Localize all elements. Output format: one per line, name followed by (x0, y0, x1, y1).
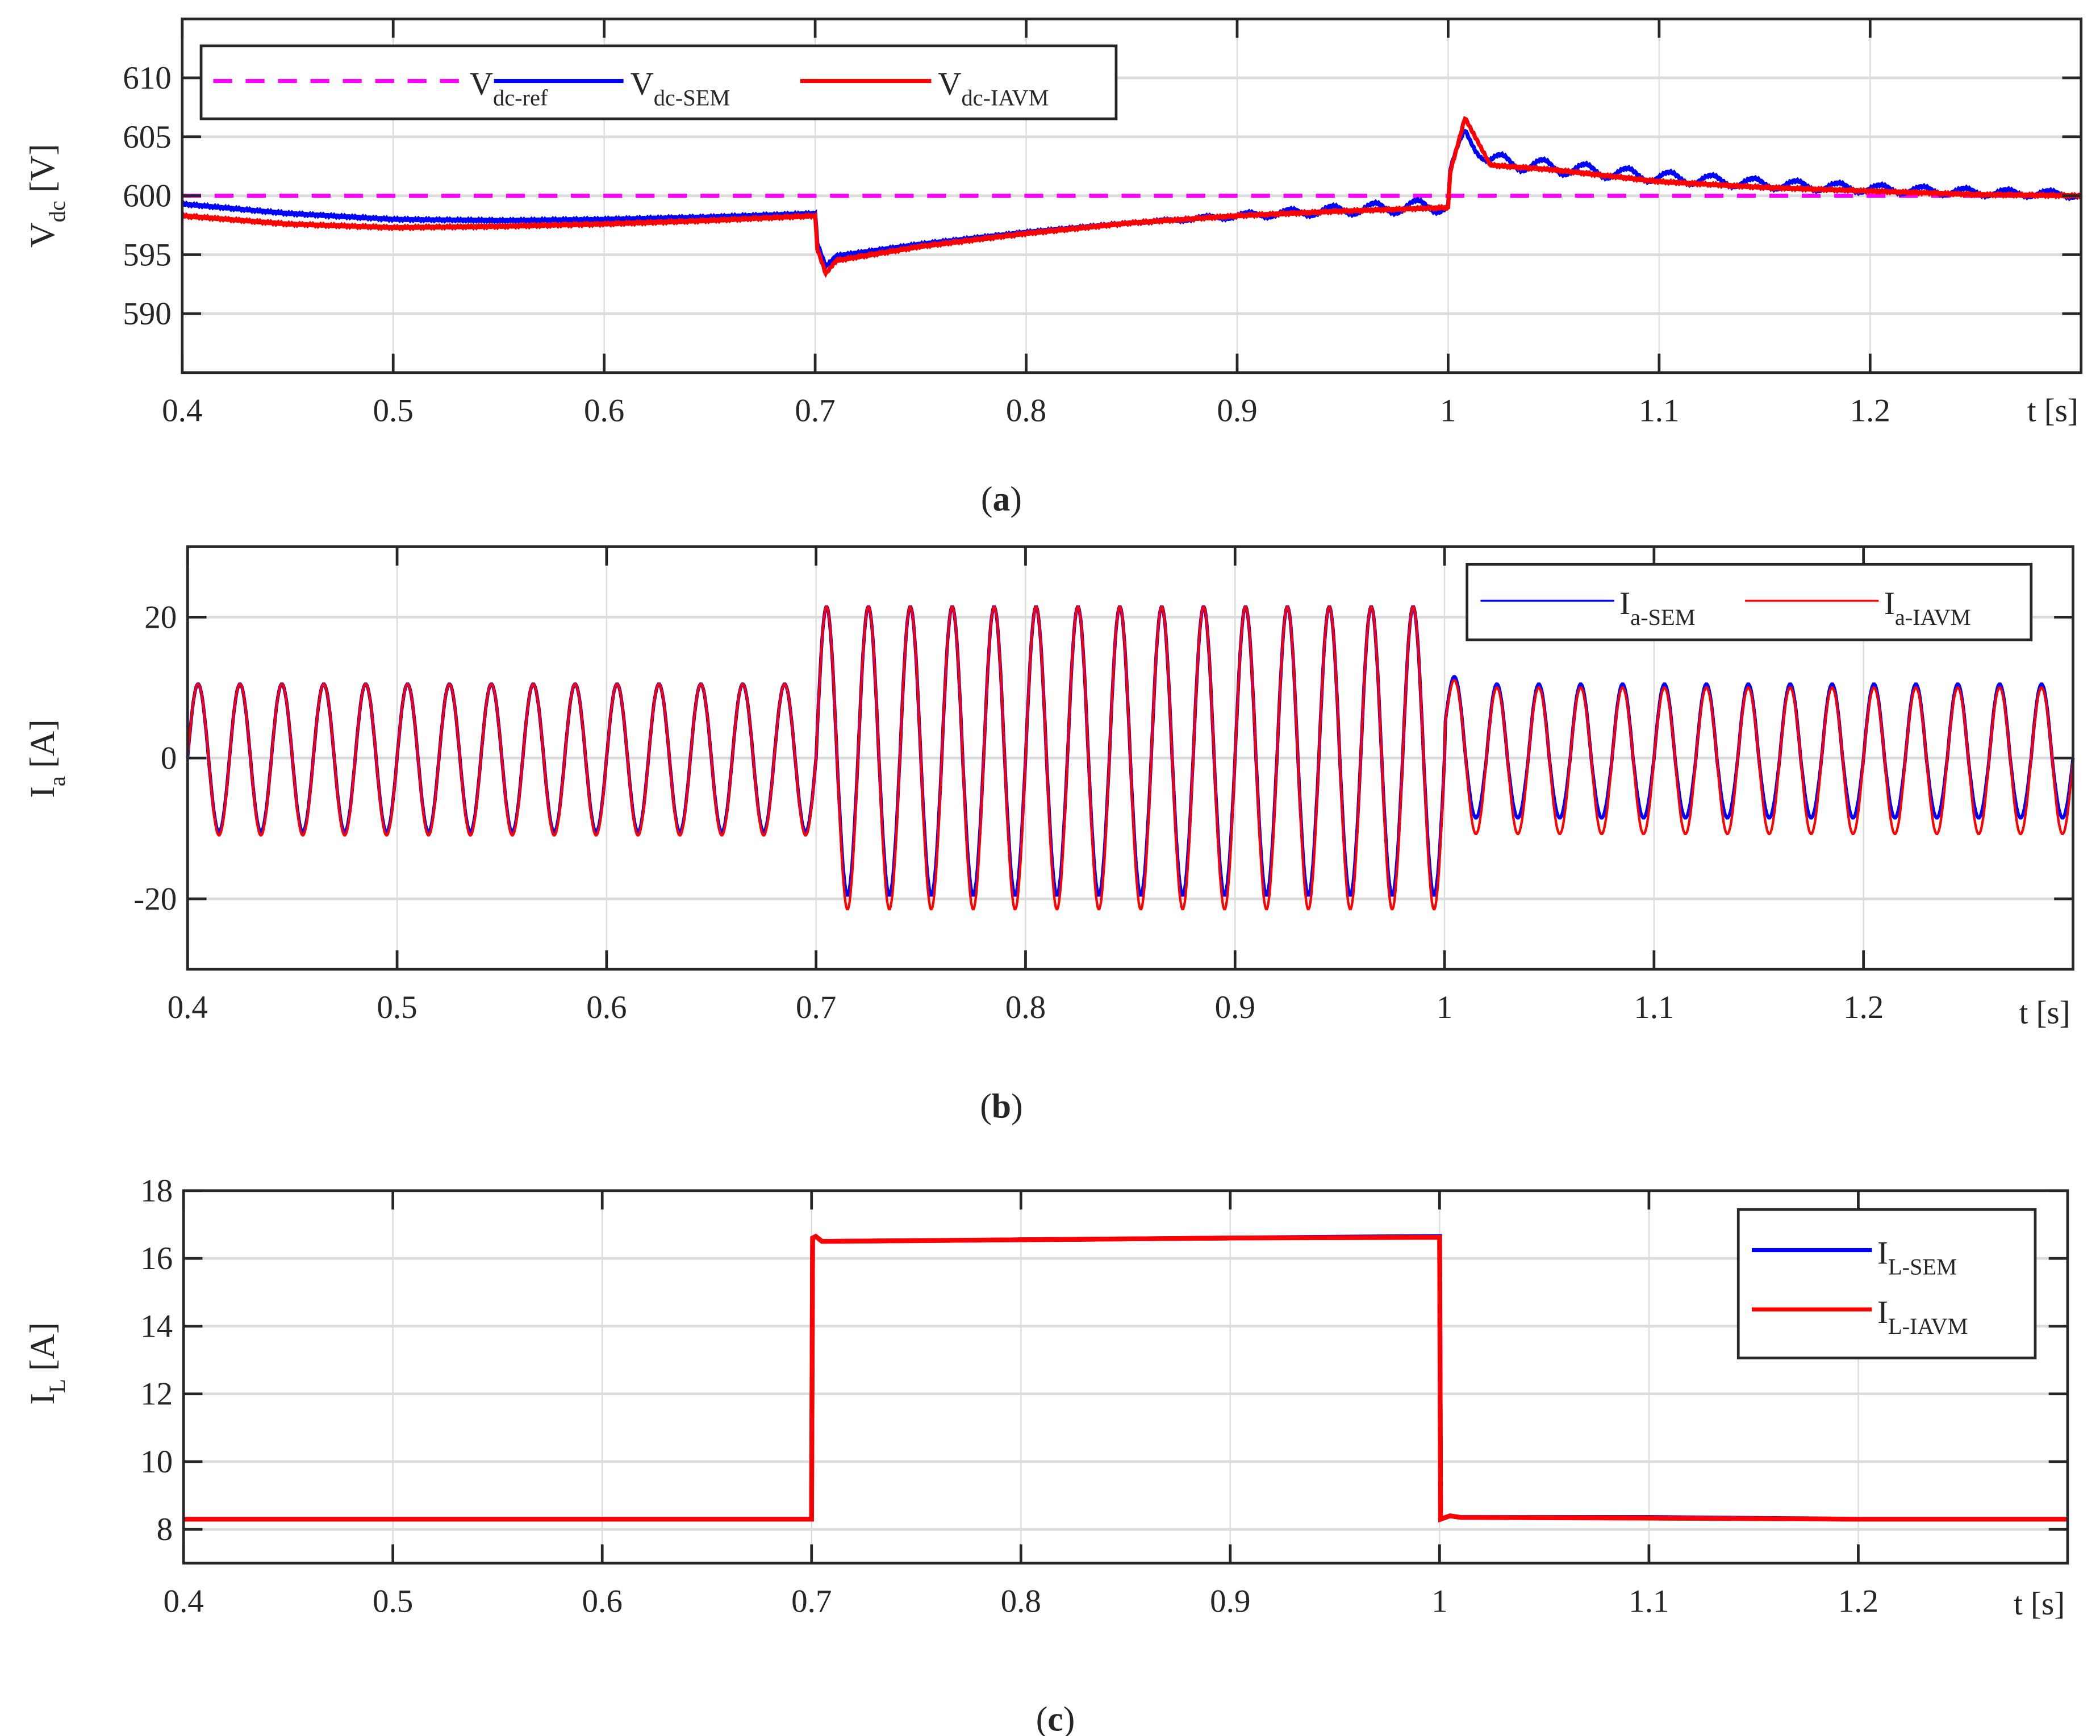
x-tick-label: 0.5 (377, 990, 417, 1025)
y-tick-label: 8 (157, 1512, 173, 1547)
y-tick-label: 590 (123, 296, 172, 332)
x-tick-label: 0.9 (1210, 1583, 1250, 1619)
panel-b-caption: (b) (980, 1087, 1023, 1126)
panel-b-ticks: 0.4 0.5 0.6 0.7 0.8 0.9 1 1.1 1.2 -20 0 20 (133, 546, 2073, 1025)
series-vdc-sem (181, 128, 2083, 271)
x-tick-label: 0.7 (796, 990, 836, 1025)
legend-box (1466, 562, 2033, 641)
y-tick-label: 12 (140, 1376, 173, 1412)
x-tick-label: 1.2 (1850, 393, 1890, 428)
y-tick-label: 18 (140, 1173, 173, 1209)
panel-a-xlabel: t [s] (2027, 393, 2078, 428)
panel-c-il: 0.4 0.5 0.6 0.7 0.8 0.9 1 1.1 1.2 8 10 12 14 16 18 IL[… (23, 1173, 2069, 1736)
legend-label-vdc-iavm: Vdc-IAVM (938, 66, 1049, 110)
x-tick-label: 0.8 (1006, 393, 1046, 428)
x-tick-label: 1 (1431, 1583, 1448, 1619)
y-tick-label: 595 (123, 237, 172, 273)
panel-c-curves (183, 1233, 2068, 1523)
y-tick-label: 610 (123, 60, 172, 96)
x-tick-label: 0.5 (373, 1583, 413, 1619)
x-tick-label: 0.6 (582, 1583, 623, 1619)
legend-label-il-iavm: IL-IAVM (1877, 1295, 1968, 1339)
x-tick-label: 0.9 (1217, 393, 1257, 428)
panel-a-ticks: 0.4 0.5 0.6 0.7 0.8 0.9 1 1.1 1.2 590 595 600 605 610 (123, 19, 2081, 428)
panel-c-legend: IL-SEM IL-IAVM (1736, 1208, 2037, 1359)
series-ia-iavm (186, 606, 2074, 911)
x-tick-label: 1.1 (1639, 393, 1679, 428)
x-tick-label: 1.1 (1629, 1583, 1669, 1619)
y-tick-label: 20 (144, 599, 177, 635)
panel-b-curves (186, 605, 2075, 911)
panel-a-caption: (a) (981, 479, 1022, 518)
y-tick-label: 14 (140, 1308, 173, 1344)
panel-c-ticks: 0.4 0.5 0.6 0.7 0.8 0.9 1 1.1 1.2 8 10 12 14 16 18 (140, 1173, 2068, 1619)
x-tick-label: 0.5 (373, 393, 414, 428)
legend-label-vdc-sem: Vdc-SEM (631, 66, 730, 110)
panel-a-ylabel: Vdc[V] (23, 144, 70, 248)
y-tick-label: 600 (123, 178, 172, 214)
x-tick-label: 0.8 (1005, 990, 1046, 1025)
x-tick-label: 1 (1437, 990, 1453, 1025)
panel-a-vdc: 0.4 0.5 0.6 0.7 0.8 0.9 1 1.1 1.2 590 595 600 605 610… (23, 17, 2083, 518)
legend-label-il-sem: IL-SEM (1877, 1235, 1957, 1279)
legend-label-ia-iavm: Ia-IAVM (1884, 586, 1971, 630)
panel-b-legend: Ia-SEM Ia-IAVM (1466, 562, 2033, 641)
panel-c-ylabel: IL[A] (23, 1322, 70, 1404)
panel-c-caption: (c) (1036, 1700, 1075, 1736)
x-tick-label: 1.2 (1843, 990, 1884, 1025)
x-tick-label: 1.2 (1838, 1583, 1878, 1619)
x-tick-label: 0.6 (586, 990, 627, 1025)
y-tick-label: -20 (133, 881, 177, 917)
y-tick-label: 605 (123, 119, 172, 155)
series-il-iavm (183, 1233, 2068, 1523)
series-vdc-iavm (181, 116, 2083, 278)
x-tick-label: 0.8 (1001, 1583, 1041, 1619)
x-tick-label: 0.9 (1215, 990, 1255, 1025)
legend-box (1736, 1208, 2037, 1359)
x-tick-label: 1 (1440, 393, 1456, 428)
x-tick-label: 0.7 (791, 1583, 832, 1619)
panel-c-grid (182, 1189, 2068, 1563)
panel-c-axes-frame (182, 1189, 2069, 1565)
panel-b-xlabel: t [s] (2019, 995, 2070, 1030)
x-tick-label: 0.4 (163, 1583, 203, 1619)
x-tick-label: 0.6 (584, 393, 624, 428)
panel-b-ia: 0.4 0.5 0.6 0.7 0.8 0.9 1 1.1 1.2 -20 0 20 Ia[A] t … (23, 545, 2075, 1126)
x-tick-label: 0.4 (162, 393, 202, 428)
panel-b-ylabel: Ia[A] (23, 719, 70, 798)
panel-a-legend: Vdc-ref Vdc-SEM Vdc-IAVM (199, 44, 1118, 120)
x-tick-label: 1.1 (1634, 990, 1674, 1025)
panel-c-xlabel: t [s] (2014, 1586, 2065, 1622)
legend-label-ia-sem: Ia-SEM (1619, 586, 1695, 630)
y-tick-label: 16 (140, 1241, 173, 1276)
panel-a-curves (181, 116, 2083, 278)
legend-label-vdc-ref: Vdc-ref (470, 66, 548, 110)
y-tick-label: 0 (161, 740, 177, 776)
x-tick-label: 0.7 (795, 393, 835, 428)
x-tick-label: 0.4 (168, 990, 208, 1025)
y-tick-label: 10 (140, 1444, 173, 1480)
